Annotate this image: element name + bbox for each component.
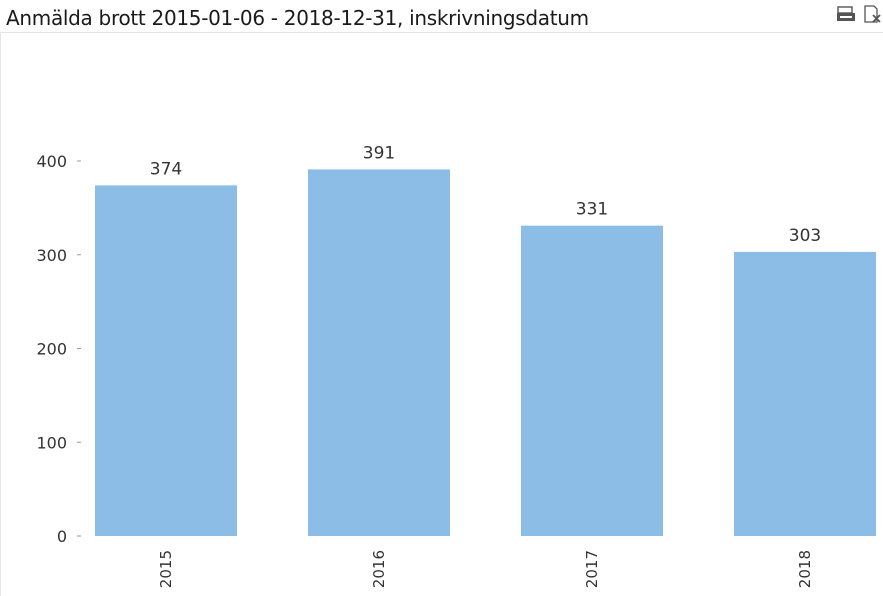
y-tick-label: 0 xyxy=(57,527,67,546)
bar[interactable] xyxy=(95,185,237,536)
y-tick-label: 300 xyxy=(36,246,67,265)
data-label: 303 xyxy=(789,226,821,246)
y-tick-label: 200 xyxy=(36,340,67,359)
chart-area: 0 100 200 300 400 374 2015 391 2016 331 2017 303 201… xyxy=(0,33,883,596)
x-tick-label: 2016 xyxy=(370,550,388,588)
data-label: 331 xyxy=(576,200,608,220)
chart-header: Anmälda brott 2015-01-06 - 2018-12-31, i… xyxy=(0,0,883,33)
data-label: 374 xyxy=(150,159,182,179)
bar-chart: 0 100 200 300 400 374 2015 391 2016 331 2017 303 201… xyxy=(36,143,876,588)
y-tick-label: 100 xyxy=(36,433,67,452)
chart-toolbar xyxy=(835,4,883,24)
bar[interactable] xyxy=(734,251,876,536)
bar[interactable] xyxy=(308,169,450,536)
data-label: 391 xyxy=(363,143,395,163)
print-icon[interactable] xyxy=(835,4,857,24)
x-tick-label: 2018 xyxy=(796,550,814,588)
bar[interactable] xyxy=(521,225,663,536)
export-excel-icon[interactable] xyxy=(861,4,883,24)
x-tick-label: 2017 xyxy=(583,550,601,588)
chart-title: Anmälda brott 2015-01-06 - 2018-12-31, i… xyxy=(6,6,589,30)
y-tick-label: 400 xyxy=(36,152,67,171)
x-tick-label: 2015 xyxy=(157,550,175,588)
